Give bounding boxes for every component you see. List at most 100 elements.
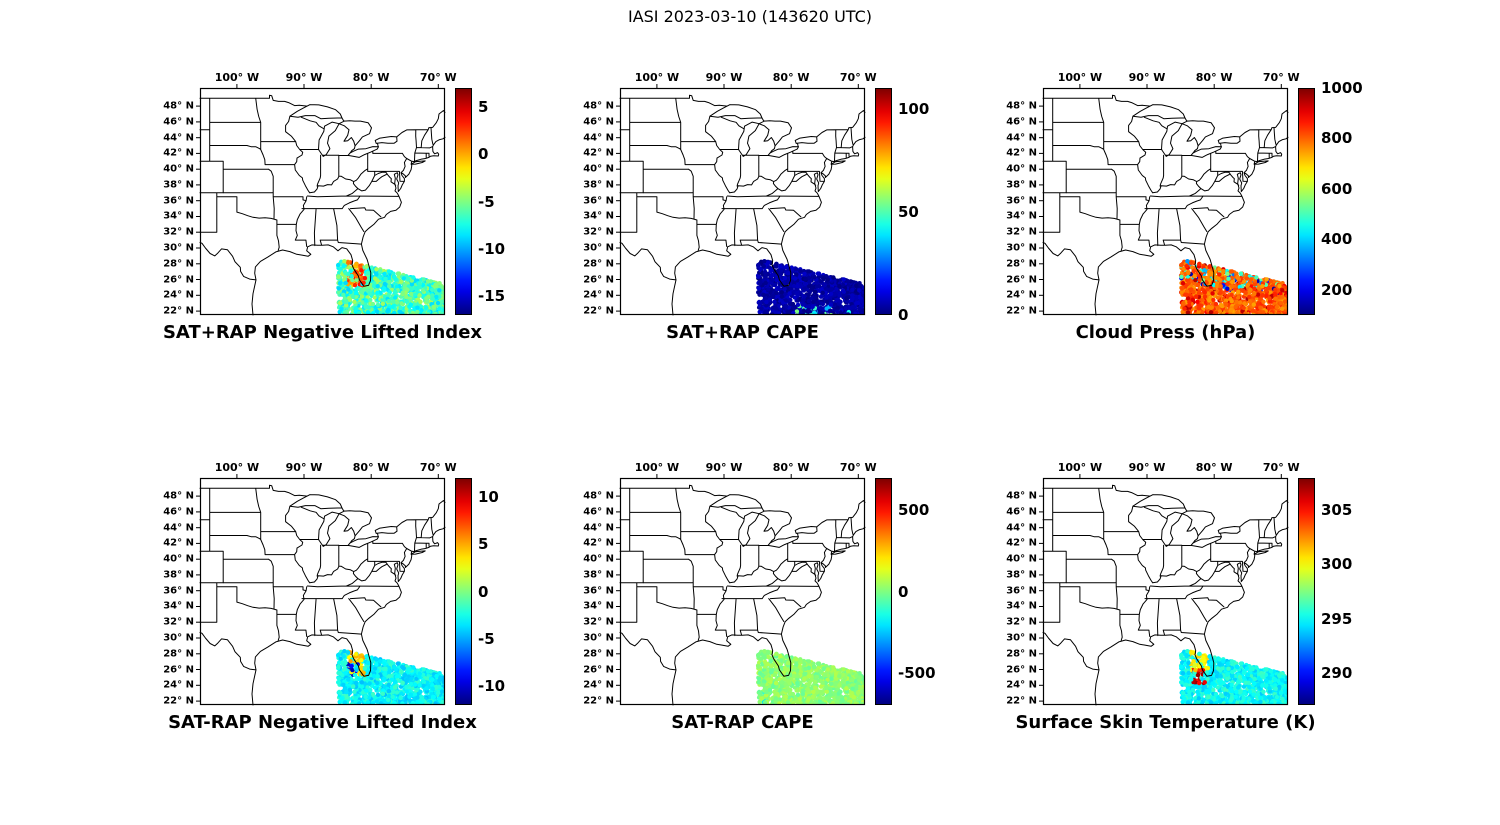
colorbar-tick-label: 300	[1321, 555, 1353, 574]
lat-tick-label: 34° N	[1006, 600, 1037, 612]
colorbar-tick-label: 1000	[1321, 79, 1363, 97]
lat-tick-label: 24° N	[583, 289, 614, 301]
lat-tick-label: 46° N	[163, 506, 194, 518]
panel-title: Cloud Press (hPa)	[993, 322, 1338, 343]
lat-tick-label: 36° N	[1006, 585, 1037, 597]
lat-tick-label: 34° N	[163, 600, 194, 612]
lat-axis: 48° N 46° N 44° N 42° N 40° N 38° N 36° N 34° N…	[993, 478, 1039, 707]
colorbar-tick-label: 50	[898, 202, 919, 221]
lat-tick-label: 40° N	[163, 553, 194, 565]
colorbar-tick-label: 600	[1321, 179, 1353, 198]
lon-tick-label: 80° W	[1195, 461, 1233, 474]
basemap-outline	[619, 94, 866, 316]
lat-tick-label: 28° N	[1006, 258, 1037, 270]
scatter-points	[1178, 259, 1288, 315]
colorbar-tick-labels: 5 0 -5 -10 -15	[478, 88, 530, 315]
lat-tick-label: 36° N	[163, 195, 194, 207]
colorbar-tick-labels: 305 300 295 290	[1321, 478, 1373, 705]
map-frame	[1042, 87, 1289, 316]
figure-title: IASI 2023-03-10 (143620 UTC)	[627, 7, 873, 26]
lat-tick-label: 26° N	[163, 664, 194, 676]
basemap-outline	[619, 484, 866, 706]
lat-tick-label: 26° N	[1006, 274, 1037, 286]
lon-tick-label: 70° W	[1262, 461, 1300, 474]
lat-tick-label: 28° N	[1006, 648, 1037, 660]
map-frame	[619, 477, 866, 706]
lat-tick-label: 48° N	[163, 100, 194, 112]
lon-axis: 100° W 90° W 80° W 70° W	[200, 66, 457, 84]
lat-tick-label: 24° N	[1006, 679, 1037, 691]
lon-tick-label: 90° W	[285, 461, 323, 474]
lon-tick-label: 70° W	[1262, 71, 1300, 84]
map-canvas	[196, 474, 446, 706]
lat-tick-label: 22° N	[163, 305, 194, 317]
lat-tick-label: 42° N	[1006, 537, 1037, 549]
map-canvas	[1039, 474, 1289, 706]
map-canvas	[1039, 84, 1289, 316]
colorbar-tick-label: -10	[478, 239, 506, 258]
lat-tick-label: 40° N	[583, 553, 614, 565]
lon-axis: 100° W 90° W 80° W 70° W	[1043, 66, 1300, 84]
lat-tick-label: 24° N	[163, 679, 194, 691]
lat-tick-label: 34° N	[583, 600, 614, 612]
lat-tick-label: 48° N	[1006, 490, 1037, 502]
lon-axis: 100° W 90° W 80° W 70° W	[200, 456, 457, 474]
colorbar-tick-label: 200	[1321, 280, 1353, 299]
lon-axis: 100° W 90° W 80° W 70° W	[620, 456, 877, 474]
lat-tick-label: 32° N	[583, 226, 614, 238]
colorbar-tick-label: 295	[1321, 609, 1353, 628]
lon-tick-label: 90° W	[705, 71, 743, 84]
colorbar-tick-labels: 500 0 -500	[898, 478, 950, 705]
lon-axis: 100° W 90° W 80° W 70° W	[620, 66, 877, 84]
lat-tick-label: 26° N	[583, 664, 614, 676]
lon-tick-label: 80° W	[772, 461, 810, 474]
axis-ticks	[616, 474, 859, 702]
lat-tick-label: 28° N	[583, 648, 614, 660]
lat-tick-label: 44° N	[163, 522, 194, 534]
colorbar-tick-labels: 1000 800 600 400 200	[1321, 79, 1373, 315]
basemap-outline	[1042, 94, 1289, 316]
colorbar-gradient	[1298, 88, 1315, 315]
lat-tick-label: 32° N	[1006, 616, 1037, 628]
colorbar-tick-label: 500	[898, 501, 930, 520]
lat-tick-label: 42° N	[163, 537, 194, 549]
lat-tick-label: 30° N	[163, 242, 194, 254]
lat-tick-label: 42° N	[163, 147, 194, 159]
colorbar-tick-labels: 100 50 0	[898, 88, 950, 324]
lon-tick-label: 70° W	[419, 71, 457, 84]
map-canvas	[196, 84, 446, 316]
lat-tick-label: 44° N	[1006, 522, 1037, 534]
axis-ticks	[616, 84, 859, 312]
lat-tick-label: 22° N	[583, 695, 614, 707]
lat-tick-label: 38° N	[583, 569, 614, 581]
lat-tick-label: 46° N	[583, 116, 614, 128]
lon-axis: 100° W 90° W 80° W 70° W	[1043, 456, 1300, 474]
panel-title: SAT-RAP CAPE	[570, 712, 915, 733]
lat-tick-label: 44° N	[163, 132, 194, 144]
lat-tick-label: 40° N	[163, 163, 194, 175]
lat-tick-label: 24° N	[1006, 289, 1037, 301]
colorbar-tick-label: -10	[478, 677, 506, 696]
scatter-points	[335, 649, 445, 705]
lat-axis: 48° N 46° N 44° N 42° N 40° N 38° N 36° N 34° N…	[570, 88, 616, 317]
colorbar-tick-label: 290	[1321, 663, 1353, 682]
lat-tick-label: 36° N	[1006, 195, 1037, 207]
map-canvas	[616, 474, 866, 706]
panel-sat-plus-rap-negative-lifted-index: 100° W 90° W 80° W 70° W 48° N 46° N 44° N 42°…	[150, 66, 530, 371]
lat-tick-label: 32° N	[163, 226, 194, 238]
lat-tick-label: 34° N	[1006, 210, 1037, 222]
lat-tick-label: 40° N	[583, 163, 614, 175]
colorbar-tick-label: 400	[1321, 230, 1353, 249]
lat-tick-label: 36° N	[583, 195, 614, 207]
lat-tick-label: 32° N	[163, 616, 194, 628]
lon-tick-label: 100° W	[214, 461, 260, 474]
lon-tick-label: 100° W	[1057, 71, 1103, 84]
lon-tick-label: 90° W	[705, 461, 743, 474]
lon-tick-label: 80° W	[352, 461, 390, 474]
lat-tick-label: 38° N	[163, 569, 194, 581]
lat-tick-label: 44° N	[583, 132, 614, 144]
panel-title: SAT-RAP Negative Lifted Index	[150, 712, 495, 733]
axis-ticks	[196, 84, 439, 312]
lat-tick-label: 28° N	[163, 258, 194, 270]
axis-ticks	[1039, 84, 1282, 312]
